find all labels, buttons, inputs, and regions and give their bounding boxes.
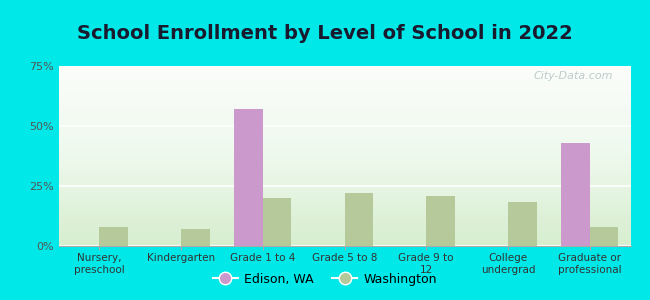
Text: School Enrollment by Level of School in 2022: School Enrollment by Level of School in … xyxy=(77,24,573,43)
Bar xyxy=(426,196,455,246)
Text: City-Data.com: City-Data.com xyxy=(534,71,614,81)
Bar xyxy=(263,198,291,246)
Bar xyxy=(181,229,210,246)
Bar xyxy=(234,109,263,246)
Bar xyxy=(590,227,618,246)
Legend: Edison, WA, Washington: Edison, WA, Washington xyxy=(208,268,442,291)
Bar xyxy=(344,193,373,246)
Bar xyxy=(508,202,536,246)
Bar xyxy=(561,143,590,246)
Bar xyxy=(99,227,128,246)
